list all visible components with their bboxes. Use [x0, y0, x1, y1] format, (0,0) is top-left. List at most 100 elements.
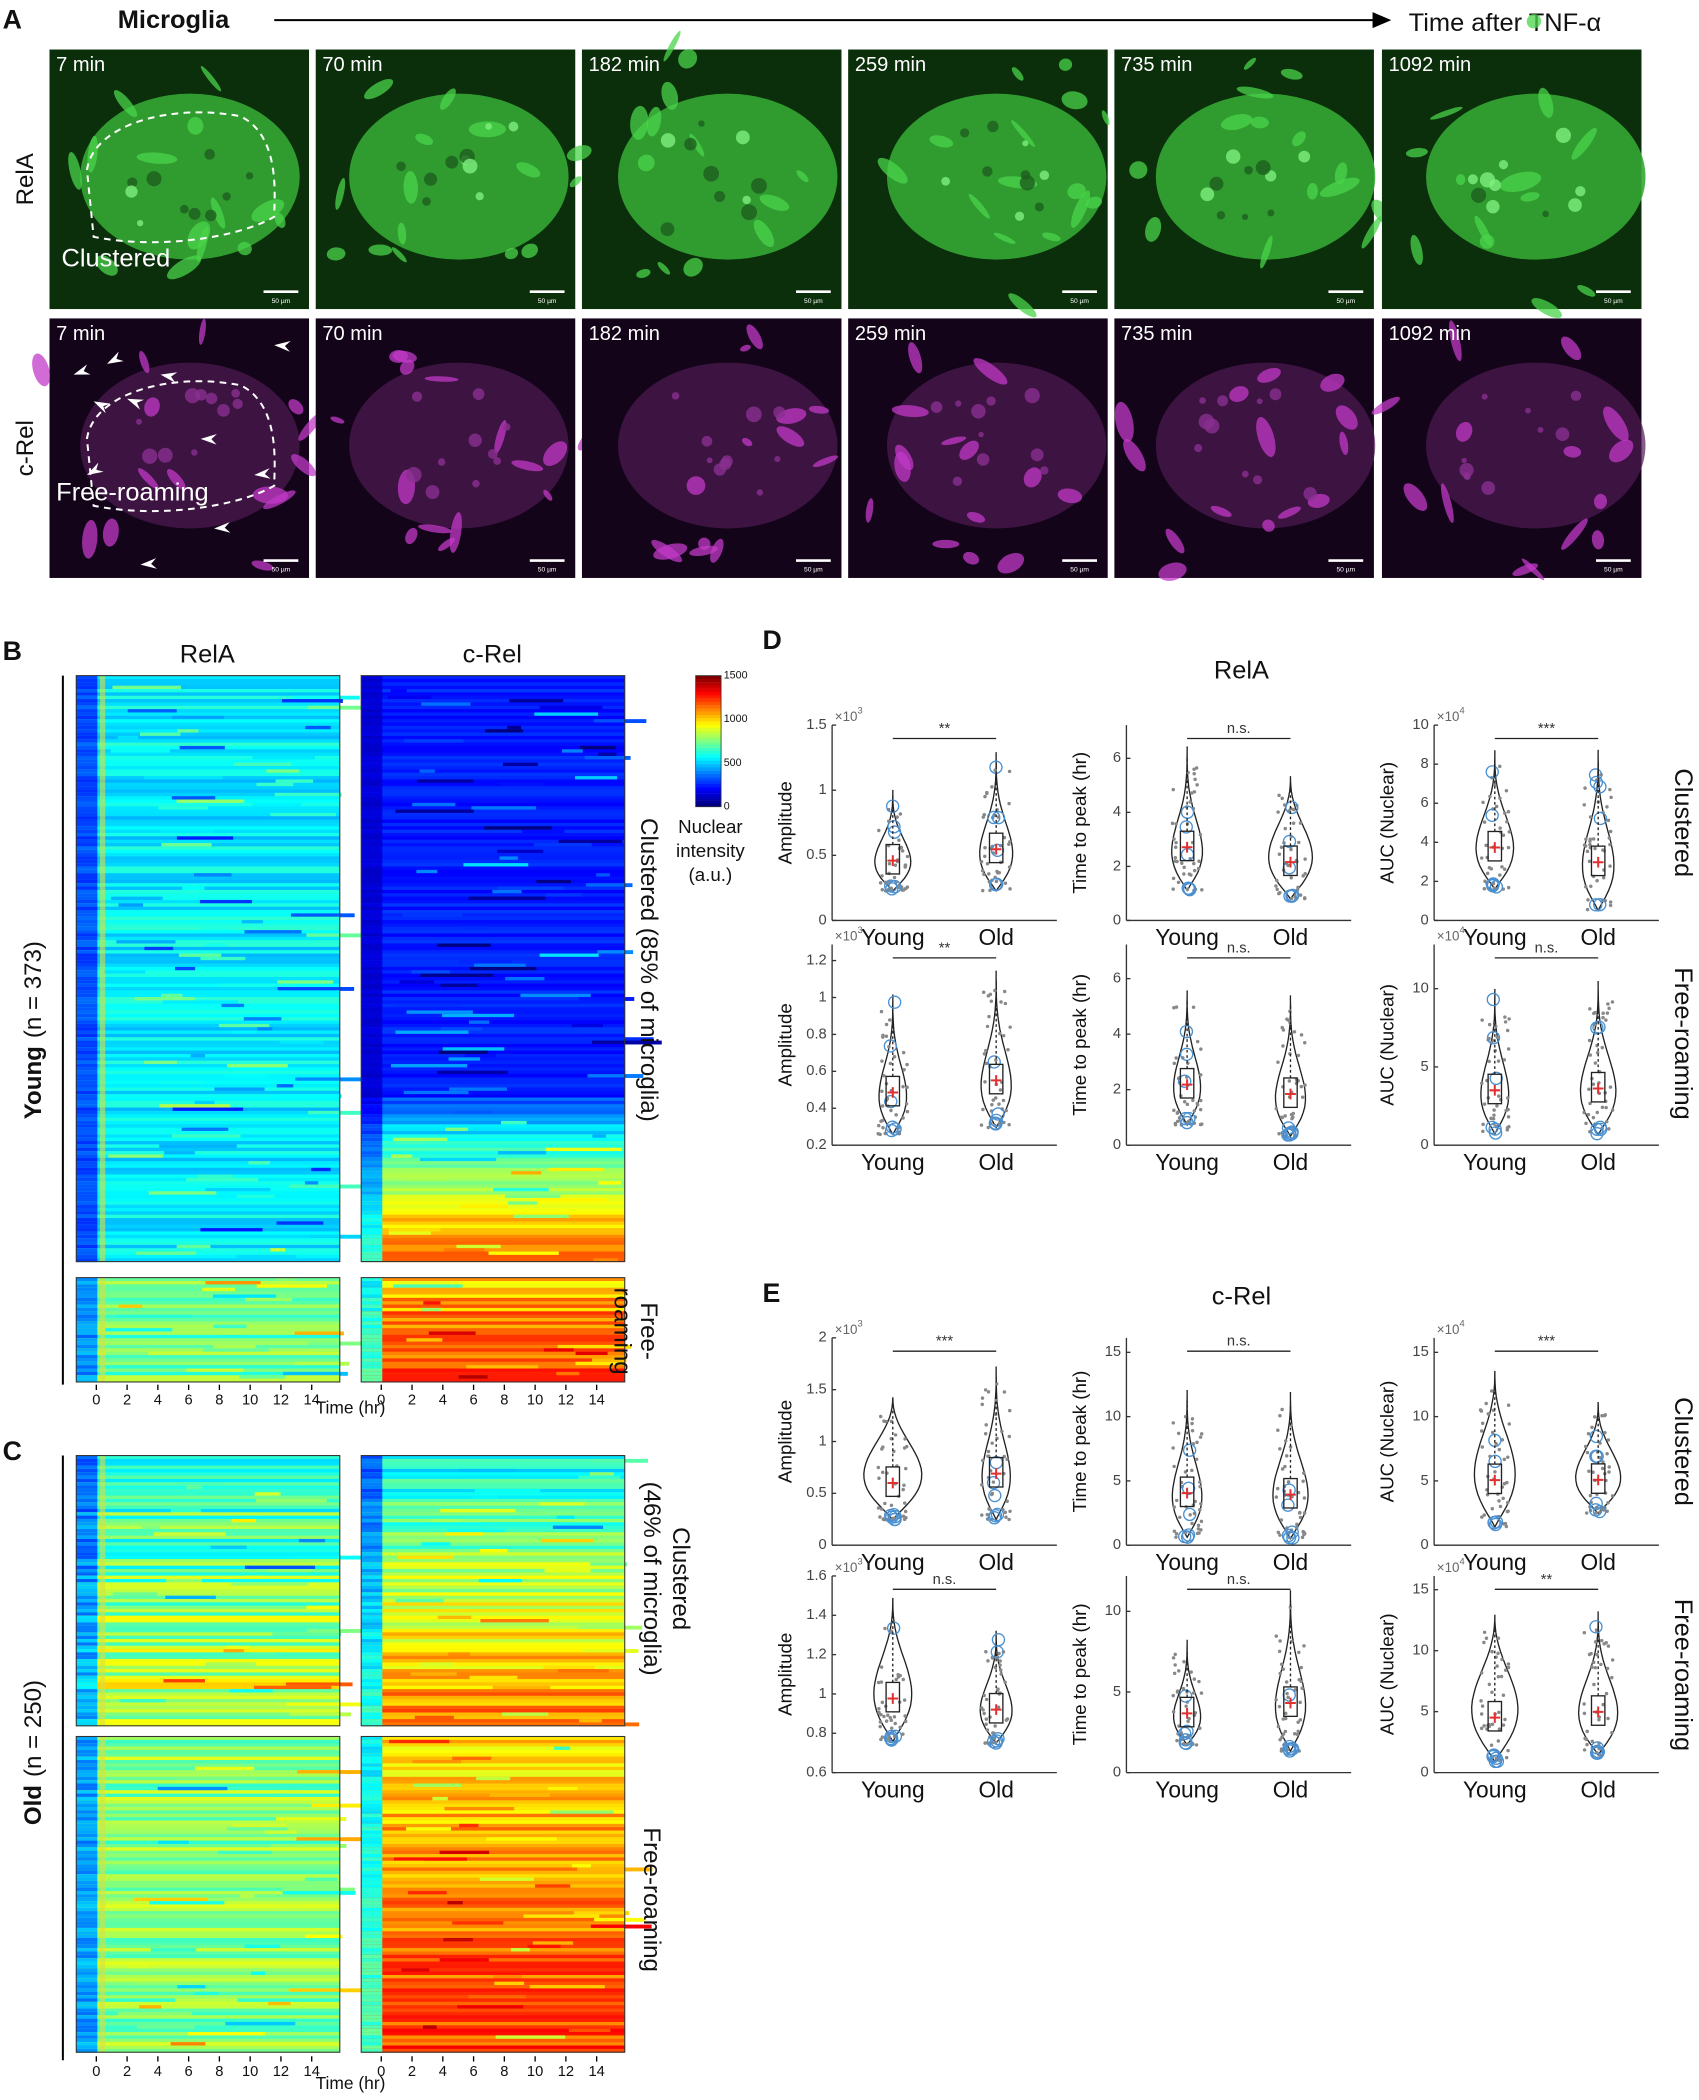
- heatmap-row: [361, 1351, 625, 1356]
- y-tick-label: 1.5: [806, 717, 826, 733]
- data-point: [1277, 852, 1282, 857]
- heatmap-pre: [361, 1705, 383, 1710]
- heatmap-speckle: [527, 1944, 561, 1949]
- nucleus: [445, 155, 459, 169]
- heatmap-speckle: [133, 1897, 208, 1902]
- heatmap-row: [76, 1318, 340, 1322]
- heatmap-pre: [361, 1365, 383, 1370]
- heatmap-row: [76, 1495, 340, 1500]
- heatmap-row: [76, 1184, 340, 1189]
- cell: [1057, 488, 1083, 504]
- heatmap-pre: [361, 1813, 383, 1818]
- data-point: [1493, 1470, 1497, 1474]
- heatmap-row: [76, 859, 340, 864]
- heatmap-pre: [76, 1378, 98, 1383]
- heatmap-row: [361, 1124, 625, 1129]
- significance-label: n.s.: [1227, 1572, 1251, 1588]
- cell: [449, 512, 462, 553]
- heatmap-row: [76, 1810, 340, 1815]
- heatmap-speckle: [492, 1685, 551, 1690]
- y-tick-label: 0: [1421, 1537, 1429, 1553]
- cell: [746, 324, 763, 350]
- heatmap-pre: [76, 1847, 98, 1852]
- heatmap-pre: [76, 2021, 98, 2026]
- data-point: [1504, 1755, 1509, 1760]
- data-point: [905, 854, 910, 859]
- heatmap-row: [76, 1351, 340, 1356]
- y-tick-label: 1.6: [806, 1568, 826, 1584]
- cell: [1145, 216, 1162, 242]
- heatmap-row: [76, 692, 340, 697]
- heatmap-pre: [76, 1766, 98, 1771]
- data-point: [987, 1507, 991, 1511]
- heatmap-row: [361, 1023, 625, 1028]
- violin: [980, 970, 1012, 1129]
- group-n: (n = 373): [20, 941, 47, 1038]
- cell: [959, 440, 979, 460]
- heatmap-pre: [76, 1087, 98, 1092]
- heatmap-pre: [361, 1659, 383, 1663]
- y-tick-label: 6: [1113, 971, 1121, 987]
- heatmap-speckle: [414, 1715, 454, 1720]
- data-point: [982, 872, 986, 877]
- cell: [137, 468, 159, 490]
- heatmap-pre: [76, 853, 98, 857]
- heatmap-row: [361, 869, 625, 874]
- heatmap-pre: [361, 1355, 383, 1359]
- data-point: [1199, 1502, 1203, 1506]
- heatmap-row: [76, 752, 340, 757]
- y-tick-label: 1: [819, 1686, 827, 1702]
- data-point: [1274, 1698, 1278, 1702]
- cell: [251, 199, 285, 222]
- data-point: [1172, 1108, 1176, 1113]
- data-point: [1496, 1675, 1501, 1679]
- data-point: [1003, 1510, 1008, 1515]
- data-point: [1495, 1035, 1500, 1040]
- data-point: [877, 1706, 881, 1711]
- heatmap-pre: [361, 1685, 383, 1690]
- data-point: [1490, 1430, 1495, 1435]
- violin: [981, 1366, 1011, 1521]
- data-point: [1506, 1047, 1511, 1051]
- heatmap-row: [361, 1860, 625, 1865]
- colorbar-cell: [695, 751, 722, 755]
- data-point: [1185, 887, 1190, 891]
- data-point: [1587, 1038, 1592, 1043]
- data-point: [1502, 1457, 1507, 1462]
- colorbar-tick-label: 1000: [724, 713, 748, 725]
- heatmap-pre: [361, 883, 383, 888]
- heatmap-row: [361, 1361, 625, 1366]
- heatmap-row: [361, 2028, 625, 2033]
- data-point: [999, 1000, 1003, 1004]
- x-tick-label: 8: [500, 1393, 508, 1409]
- cell: [636, 268, 651, 278]
- outlier: [1488, 1454, 1502, 1469]
- heatmap-row: [76, 1010, 340, 1015]
- heatmap-row: [361, 1287, 625, 1292]
- data-point: [1000, 1429, 1004, 1434]
- data-point: [886, 1713, 890, 1717]
- data-point: [1171, 1656, 1176, 1660]
- y-tick-label: 0: [819, 912, 827, 928]
- heatmap-speckle: [523, 1914, 600, 1919]
- data-point: [884, 1719, 889, 1723]
- heatmap-pre: [76, 745, 98, 750]
- y-tick-label: 1: [819, 989, 827, 1005]
- heatmap-speckle: [471, 1495, 499, 1500]
- heatmap-pre: [76, 1572, 98, 1577]
- data-point: [1176, 1119, 1180, 1124]
- colorbar-cell: [695, 777, 722, 781]
- data-point: [1489, 1116, 1493, 1121]
- data-point: [1199, 1519, 1204, 1524]
- heatmap-pre: [76, 1151, 98, 1155]
- heatmap-pre: [361, 1482, 383, 1487]
- heatmap-row: [76, 1985, 340, 1989]
- heatmap-pre: [361, 1605, 383, 1610]
- heatmap-row: [361, 1334, 625, 1339]
- y-axis-label: AUC (Nuclear): [1377, 1381, 1398, 1503]
- data-point: [893, 863, 898, 867]
- nucleus: [125, 185, 138, 198]
- heatmap-pre: [76, 997, 98, 1001]
- heatmap-row: [76, 1080, 340, 1085]
- heatmap-row: [361, 776, 625, 780]
